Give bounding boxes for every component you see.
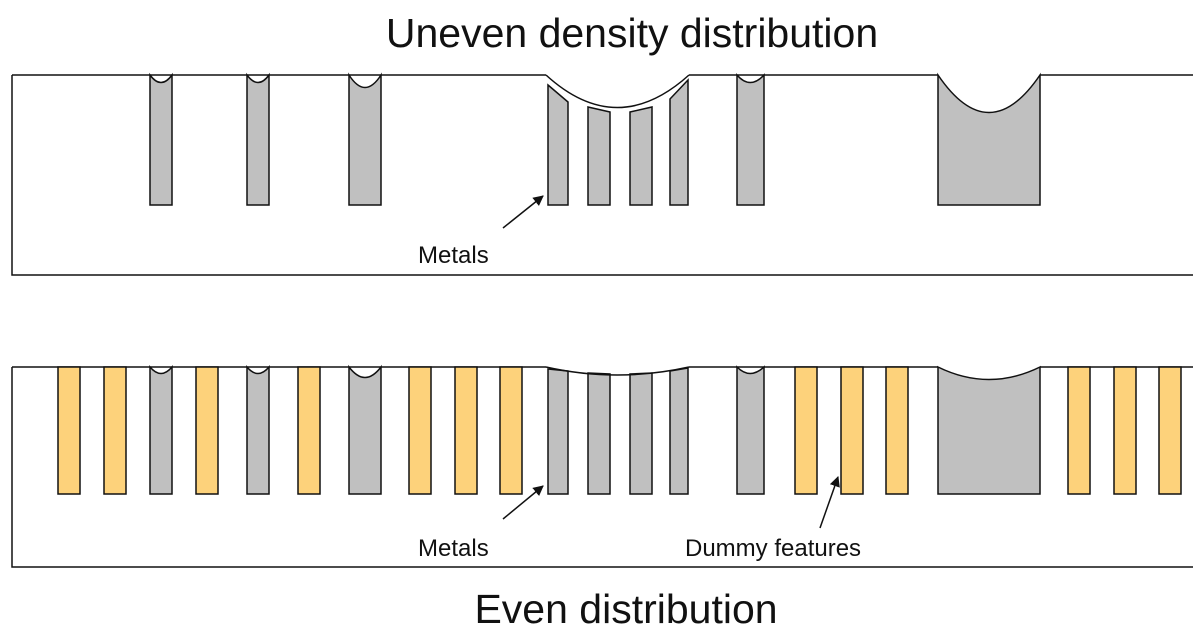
bottom-erosion-surface [545,366,690,376]
dummy-feature [1158,366,1182,495]
top-metal-lines [149,72,1041,206]
dummy-arrow [819,476,840,529]
metal-line [547,368,569,495]
top-metals-label: Metals [418,242,489,269]
dummy-feature [454,366,478,495]
dummy-feature [1067,366,1091,495]
metal-line [246,364,270,495]
top-panel-cross-section [11,74,1193,276]
metal-line [587,106,611,206]
dummy-feature [1113,366,1137,495]
top-erosion-surface [545,74,690,109]
dummy-feature [408,366,432,495]
metal-line [348,72,382,206]
dummy-feature [794,366,818,495]
top-metals-callout: Metals [418,195,544,269]
metal-line [246,72,270,206]
metal-line [736,365,765,495]
bottom-panel-cross-section [11,366,1193,568]
top-panel-title: Uneven density distribution [386,10,878,56]
metal-line [669,78,689,206]
dummy-features-label: Dummy features [685,535,861,562]
metal-line [629,106,653,206]
metal-line [937,365,1041,495]
metal-line [149,72,173,206]
top-substrate-outline [11,74,1193,276]
metal-line [587,372,611,495]
metal-line [547,83,569,206]
metal-line [937,72,1041,206]
dummy-feature [195,366,219,495]
metal-line [669,367,689,495]
dummy-feature [885,366,909,495]
metal-line [348,364,382,495]
bottom-metals-callout: Metals [418,485,544,562]
bottom-metal-lines [149,364,1041,495]
bottom-metals-label: Metals [418,535,489,562]
bottom-panel-title: Even distribution [474,586,777,632]
bottom-substrate-outline [11,366,1193,568]
dummy-feature [103,366,127,495]
top-metals-arrow [502,195,544,229]
dummy-feature [297,366,321,495]
bottom-dummy-callout: Dummy features [685,476,861,562]
bottom-dummy-features [57,366,1182,495]
metal-line [629,372,653,495]
bottom-metals-arrow [502,485,544,520]
dummy-feature [57,366,81,495]
metal-line [736,72,765,206]
metal-line [149,364,173,495]
dummy-feature [499,366,523,495]
dummy-feature [840,366,864,495]
